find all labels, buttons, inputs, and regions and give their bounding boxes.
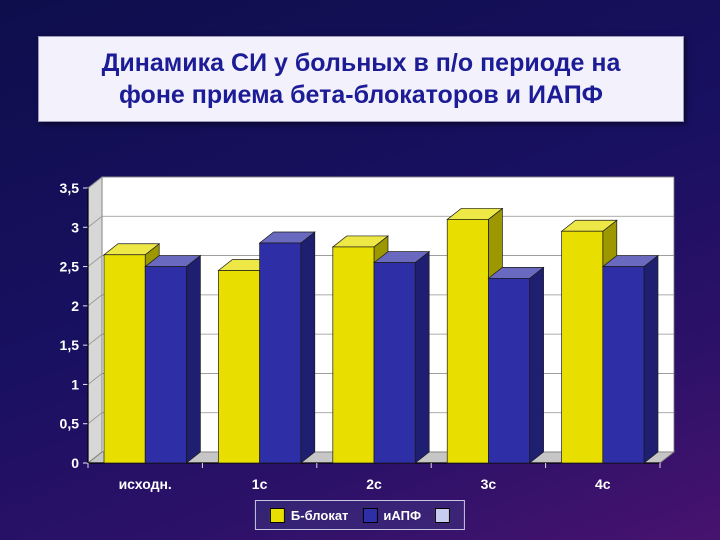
y-axis-label: 3 [71, 219, 79, 235]
y-axis-label: 1,5 [60, 337, 80, 353]
x-axis-label: 4с [595, 476, 611, 492]
legend-label-1: иАПФ [383, 507, 422, 523]
bar-0-3 [446, 219, 489, 464]
plot-side-wall [87, 176, 103, 464]
x-axis-label: исходн. [119, 476, 172, 492]
legend-extra-swatch [435, 507, 451, 523]
slide-title: Динамика СИ у больных в п/о периоде на ф… [38, 36, 684, 122]
bar-1-0 [144, 266, 187, 464]
bar-1-4 [602, 266, 645, 464]
bar-side-1-1 [300, 231, 316, 464]
bar-side-1-3 [529, 266, 544, 464]
gridline-stub [87, 176, 103, 189]
x-axis-label: 1с [252, 476, 268, 492]
legend-item-0: Б-блокат [269, 507, 349, 523]
gridline-stub [87, 412, 103, 425]
bar-0-2 [332, 246, 375, 464]
slide-title-line-1: Динамика СИ у больных в п/о периоде на [101, 48, 621, 77]
gridline-stub [87, 373, 103, 385]
bar-chart: 0 0,5 1 1,5 2 2,5 3 3,5 исходн. 1с 2с 3с 4с [60, 176, 676, 492]
legend-label-0: Б-блокат [290, 507, 349, 523]
slide-title-line-2: фоне приема бета-блокаторов и ИАПФ [119, 81, 603, 109]
bar-side-1-0 [186, 254, 201, 464]
legend-swatch-0 [269, 507, 285, 523]
legend-swatch-1 [362, 507, 378, 523]
bar-side-1-2 [414, 250, 430, 464]
legend-item-1: иАПФ [362, 507, 422, 523]
chart-area: 0 0,5 1 1,5 2 2,5 3 3,5 исходн. 1с 2с 3с 4с [30, 168, 690, 498]
bar-1-1 [259, 242, 302, 464]
x-axis-label: 2с [366, 476, 382, 492]
chart-legend: Б-блокат иАПФ [254, 500, 466, 530]
gridline-stub [87, 255, 103, 267]
y-axis-label: 0 [71, 455, 79, 471]
bar-1-3 [488, 278, 530, 464]
x-axis-label: 3с [481, 476, 497, 492]
y-axis-label: 2,5 [60, 259, 80, 275]
gridline-stub [87, 333, 103, 346]
y-axis-label: 3,5 [60, 180, 80, 196]
bar-0-4 [561, 230, 604, 464]
y-axis-label: 0,5 [60, 416, 80, 432]
bar-0-0 [103, 254, 146, 464]
gridline-stub [87, 215, 103, 228]
bar-side-1-4 [643, 254, 659, 464]
y-axis-label: 2 [71, 298, 79, 314]
bar-0-1 [218, 270, 260, 464]
bar-1-2 [373, 262, 416, 464]
gridline-stub [87, 294, 103, 307]
y-axis-label: 1 [71, 376, 79, 392]
